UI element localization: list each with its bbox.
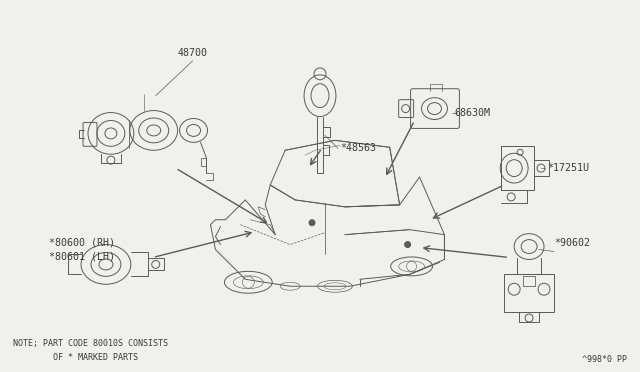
Text: *90602: *90602 [554,238,590,247]
Text: *48563: *48563 [340,143,376,153]
Text: 68630M: 68630M [454,108,490,118]
Text: OF * MARKED PARTS: OF * MARKED PARTS [13,353,138,362]
Text: 48700: 48700 [178,48,207,58]
Text: *80601 (LH): *80601 (LH) [49,251,115,262]
Text: NOTE; PART CODE 80010S CONSISTS: NOTE; PART CODE 80010S CONSISTS [13,339,168,348]
Circle shape [309,220,315,226]
Text: *80600 (RH): *80600 (RH) [49,238,115,247]
Circle shape [404,241,411,247]
Text: *17251U: *17251U [547,163,589,173]
Bar [504,274,554,312]
Text: ^998*0 PP: ^998*0 PP [582,355,627,364]
